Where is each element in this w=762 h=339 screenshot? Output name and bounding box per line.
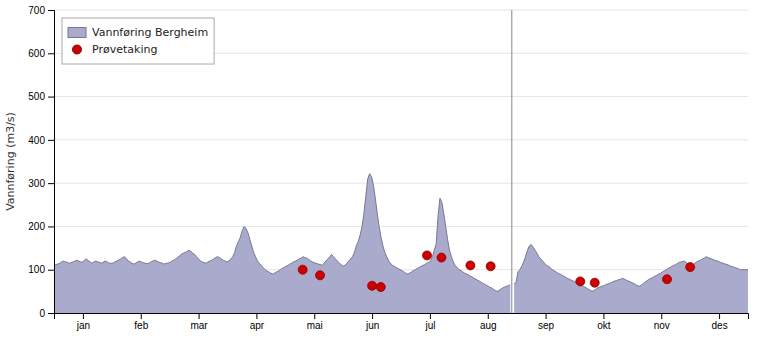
point — [590, 278, 599, 287]
legend-label: Vannføring Bergheim — [92, 26, 208, 39]
y-label: Vannføring (m3/s) — [4, 112, 17, 211]
point — [686, 263, 695, 272]
x-tick: feb — [134, 313, 148, 331]
x-tick: mai — [307, 313, 323, 331]
y-tick-label: 400 — [28, 135, 45, 146]
grid-line — [54, 139, 748, 140]
y-tick-label: 100 — [28, 264, 45, 275]
x-tick: sep — [538, 313, 555, 331]
x-tick: okt — [597, 313, 611, 331]
x-tick-label: okt — [597, 320, 611, 331]
x-tick: mar — [190, 313, 208, 331]
y-axis-line — [48, 11, 55, 314]
y-tick-mark — [48, 10, 54, 11]
x-tick-label: mai — [307, 320, 323, 331]
marks — [54, 10, 748, 313]
legend-box — [62, 18, 214, 64]
x-tick-label: mar — [190, 320, 208, 331]
y-tick: 700 — [28, 5, 54, 16]
point — [423, 251, 432, 260]
x-tick: jul — [424, 313, 435, 331]
x-tick-label: aug — [480, 320, 497, 331]
x-tick-label: apr — [250, 320, 265, 331]
y-tick-mark — [48, 97, 54, 98]
x-tick-mark — [661, 313, 662, 319]
point — [466, 261, 475, 270]
point — [663, 275, 672, 284]
area — [54, 174, 748, 313]
x-axis: jan feb mar apr mai jun jul aug sep okt nov des — [55, 313, 749, 331]
chart: jan feb mar apr mai jun jul aug sep okt nov des 0 100… — [0, 0, 762, 339]
scatter — [298, 251, 694, 292]
y-tick-label: 600 — [28, 48, 45, 59]
x-tick: apr — [250, 313, 265, 331]
y-tick: 200 — [28, 221, 54, 232]
x-tick-mark — [719, 313, 720, 319]
y-axis: 0 100 200 300 400 500 600 700 — [28, 5, 54, 319]
grid-line — [54, 183, 748, 184]
y-tick: 300 — [28, 178, 54, 189]
x-tick-label: des — [712, 320, 728, 331]
legend: Vannføring Bergheim Prøvetaking — [62, 18, 214, 64]
x-tick-mark — [430, 313, 431, 319]
x-tick: nov — [654, 313, 670, 331]
point — [368, 281, 377, 290]
x-tick-label: jan — [76, 320, 90, 331]
grid — [54, 10, 748, 313]
y-tick-mark — [48, 270, 54, 271]
legend-swatch — [68, 28, 86, 38]
x-tick-mark — [199, 313, 200, 319]
y-tick-label: 300 — [28, 178, 45, 189]
point — [486, 262, 495, 271]
y-tick-label: 700 — [28, 5, 45, 16]
y-tick: 600 — [28, 48, 54, 59]
x-tick-label: sep — [538, 320, 555, 331]
x-tick-mark — [488, 313, 489, 319]
y-tick-label: 200 — [28, 221, 45, 232]
grid-line — [54, 226, 748, 227]
x-tick-label: jun — [365, 320, 379, 331]
x-tick-mark — [256, 313, 257, 319]
x-tick-label: nov — [654, 320, 670, 331]
y-tick-mark — [48, 226, 54, 227]
y-tick-mark — [48, 183, 54, 184]
x-tick: jan — [76, 313, 90, 331]
x-tick-label: feb — [134, 320, 148, 331]
gap-line — [511, 10, 512, 313]
x-tick-mark — [546, 313, 547, 319]
point — [437, 253, 446, 262]
x-tick: aug — [480, 313, 497, 331]
x-tick-mark — [314, 313, 315, 319]
y-tick: 0 — [39, 308, 54, 319]
y-tick: 100 — [28, 264, 54, 275]
area-line — [54, 174, 748, 292]
y-tick: 500 — [28, 91, 54, 102]
x-tick-label: jul — [424, 320, 435, 331]
point — [576, 277, 585, 286]
grid-line — [54, 96, 748, 97]
grid-line — [54, 10, 748, 11]
plot: jan feb mar apr mai jun jul aug sep okt nov des 0 100… — [4, 5, 749, 331]
x-tick-mark — [83, 313, 84, 319]
x-tick: des — [712, 313, 728, 331]
x-tick: jun — [365, 313, 379, 331]
point — [298, 265, 307, 274]
legend-label: Prøvetaking — [92, 43, 157, 56]
y-tick-mark — [48, 53, 54, 54]
x-axis-line — [55, 314, 749, 320]
y-tick: 400 — [28, 135, 54, 146]
point — [316, 271, 325, 280]
y-tick-label: 0 — [39, 308, 45, 319]
y-tick-label: 500 — [28, 91, 45, 102]
x-tick-mark — [141, 313, 142, 319]
x-tick-mark — [603, 313, 604, 319]
legend-swatch — [73, 45, 82, 54]
x-tick-mark — [372, 313, 373, 319]
y-tick-mark — [48, 140, 54, 141]
y-tick-mark — [48, 313, 54, 314]
point — [376, 283, 385, 292]
